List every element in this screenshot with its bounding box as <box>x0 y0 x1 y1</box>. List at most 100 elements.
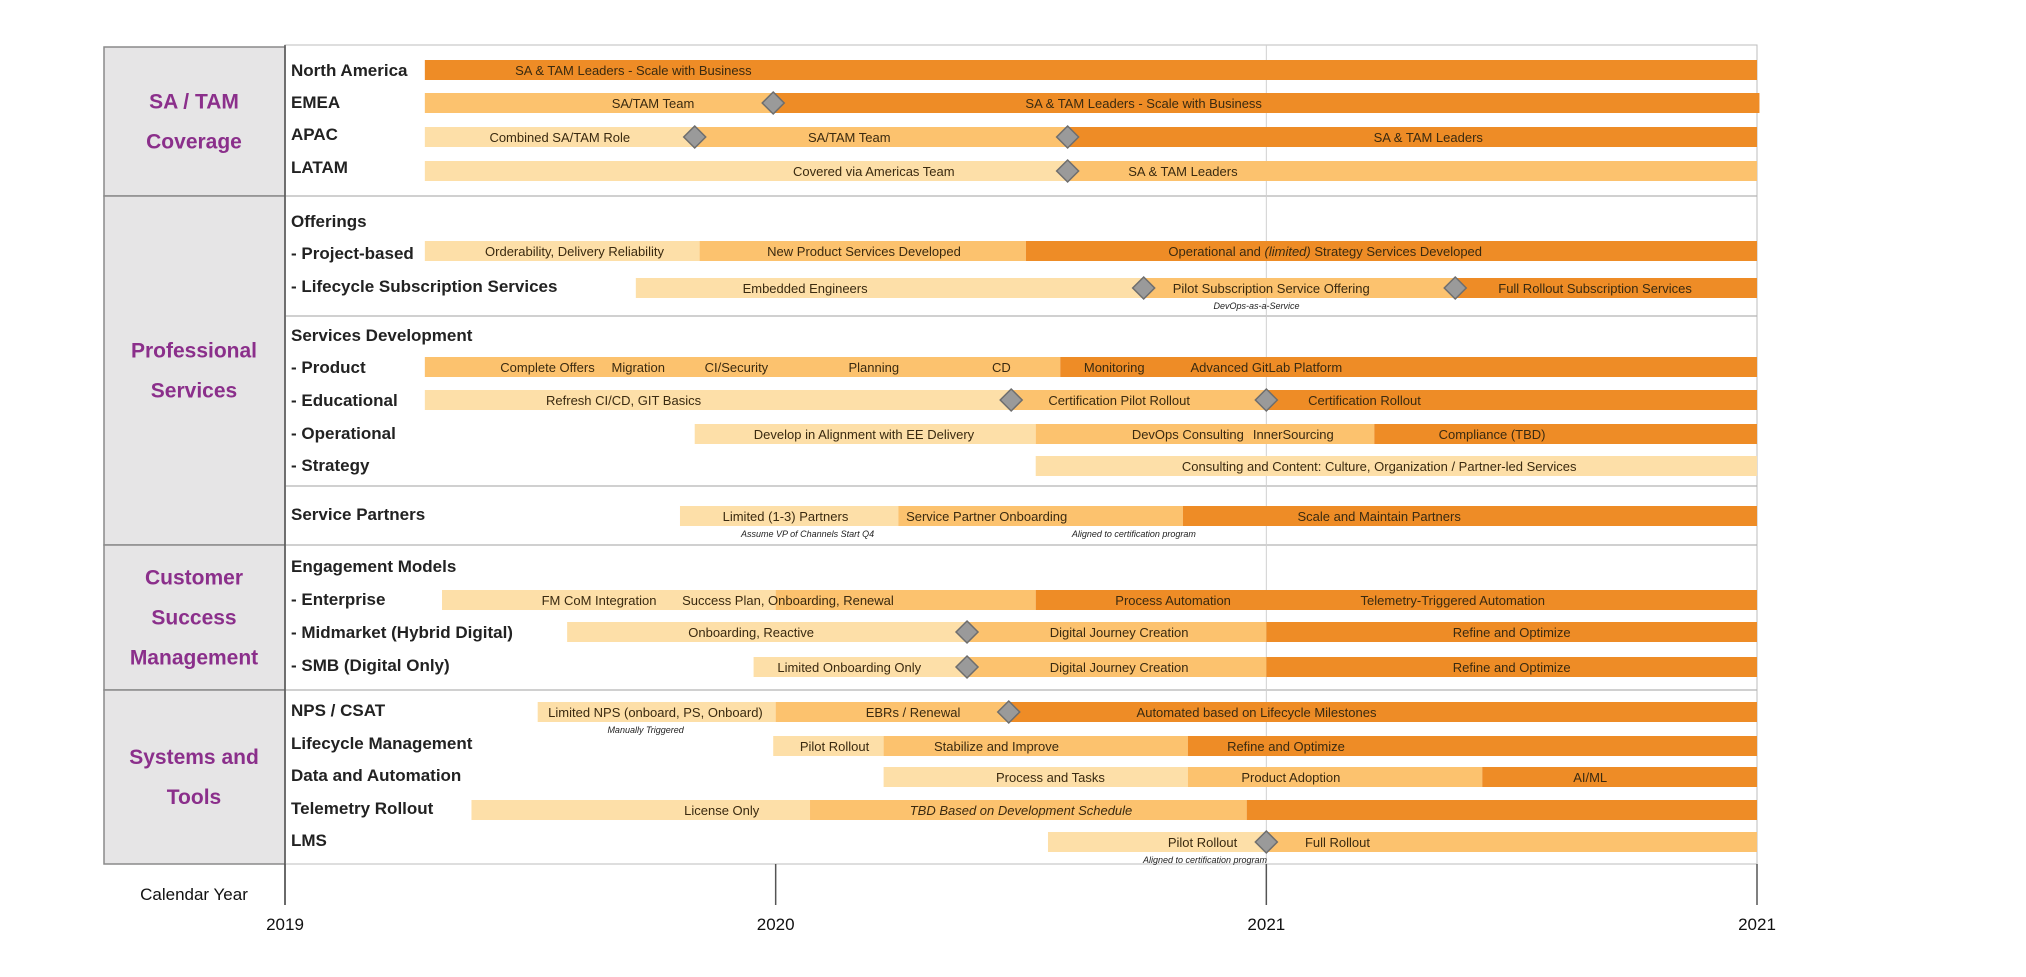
gantt-bar <box>679 506 899 526</box>
gantt-bar <box>1187 767 1483 787</box>
category-label: Systems and <box>129 746 259 769</box>
gantt-bar <box>775 702 1009 722</box>
bar-label: Covered via Americas Team <box>793 164 955 179</box>
bar-label: TBD Based on Development Schedule <box>910 803 1133 818</box>
bar-label: Telemetry-Triggered Automation <box>1361 593 1546 608</box>
bar-label: Limited NPS (onboard, PS, Onboard) <box>548 705 763 720</box>
category-label: SA / TAM <box>149 91 239 114</box>
milestone-diamond <box>682 124 707 150</box>
milestone-diamond <box>954 619 980 645</box>
annotation-note: Aligned to certification program <box>1142 855 1268 865</box>
gantt-bar <box>442 590 776 610</box>
category-cell <box>103 46 286 197</box>
bar-label: Automated based on Lifecycle Milestones <box>1137 705 1377 720</box>
milestone-diamond <box>1131 275 1156 301</box>
bar-label: Develop in Alignment with EE Delivery <box>754 427 975 442</box>
row-label: - Operational <box>291 424 396 443</box>
bar-label: Planning <box>848 360 899 375</box>
milestone-diamond <box>996 699 1021 725</box>
gantt-bar <box>424 93 774 113</box>
bar-label: Service Partner Onboarding <box>906 509 1067 524</box>
row-label: EMEA <box>291 93 340 112</box>
gantt-bar <box>1067 127 1757 147</box>
bar-label: Pilot Subscription Service Offering <box>1173 281 1370 296</box>
bar-label: Monitoring <box>1084 360 1145 375</box>
gantt-bar <box>1374 424 1757 444</box>
bar-label: SA & TAM Leaders - Scale with Business <box>1025 96 1262 111</box>
milestone-diamond <box>1055 124 1080 150</box>
row-label: NPS / CSAT <box>291 701 386 720</box>
bar-label: Onboarding, Reactive <box>688 625 814 640</box>
row-label: - Product <box>291 358 366 377</box>
bar-label: Process Automation <box>1115 593 1231 608</box>
category-cell <box>103 689 286 865</box>
category-label: Management <box>130 647 258 670</box>
gantt-bar <box>424 241 700 261</box>
bar-label: Scale and Maintain Partners <box>1298 509 1462 524</box>
x-tick-label: 2021 <box>1738 915 1776 934</box>
bar-label: Pilot Rollout <box>800 739 870 754</box>
bar-label: InnerSourcing <box>1253 427 1334 442</box>
bar-label: Pilot Rollout <box>1168 835 1238 850</box>
milestone-diamond <box>761 90 786 116</box>
gantt-bar <box>1025 241 1757 261</box>
bar-label: Limited Onboarding Only <box>777 660 921 675</box>
bar-label: Refine and Optimize <box>1453 625 1571 640</box>
category-label: Customer <box>145 567 243 590</box>
gantt-bar <box>1035 590 1757 610</box>
gantt-bar <box>1482 767 1757 787</box>
bar-label: Advanced GitLab Platform <box>1190 360 1342 375</box>
gantt-bar <box>898 506 1183 526</box>
category-cell <box>103 195 286 546</box>
bar-label: SA & TAM Leaders - Scale with Business <box>515 63 752 78</box>
gantt-bar <box>1266 622 1757 642</box>
bar-label: Consulting and Content: Culture, Organiz… <box>1182 459 1577 474</box>
bar-label: License Only <box>684 803 760 818</box>
row-label: - Enterprise <box>291 590 385 609</box>
category-label: Services <box>151 380 237 403</box>
row-label: - SMB (Digital Only) <box>291 656 450 675</box>
category-label: Professional <box>131 340 257 363</box>
row-label: Offerings <box>291 212 367 231</box>
gantt-bar <box>424 60 1758 80</box>
milestone-diamond <box>1055 158 1080 184</box>
row-label: LMS <box>291 831 327 850</box>
gantt-bar <box>424 390 1014 410</box>
row-label: Services Development <box>291 326 473 345</box>
category-label: Tools <box>167 786 221 809</box>
bar-label: Refresh CI/CD, GIT Basics <box>546 393 702 408</box>
x-tick-label: 2021 <box>1247 915 1285 934</box>
category-cell <box>103 544 286 691</box>
milestone-diamond <box>954 654 980 680</box>
gantt-bar <box>471 800 811 820</box>
bar-label: Digital Journey Creation <box>1050 625 1189 640</box>
row-label: - Educational <box>291 391 398 410</box>
bar-label: Success Plan, Onboarding, Renewal <box>682 593 894 608</box>
category-label: Success <box>151 607 236 630</box>
row-label: Telemetry Rollout <box>291 799 434 818</box>
annotation-note: Aligned to certification program <box>1071 529 1197 539</box>
bar-label: Complete Offers <box>500 360 595 375</box>
bar-label: Operational and (limited) Strategy Servi… <box>1168 244 1482 259</box>
bar-label: SA & TAM Leaders <box>1128 164 1238 179</box>
bar-label: Certification Pilot Rollout <box>1048 393 1190 408</box>
gantt-bar <box>1047 832 1267 852</box>
milestone-diamond <box>1254 387 1279 413</box>
gantt-bar <box>773 93 1760 113</box>
gantt-bar <box>1060 357 1757 377</box>
gantt-bar <box>964 657 1267 677</box>
milestone-diamond <box>1254 829 1279 855</box>
gantt-bar <box>1246 800 1757 820</box>
bar-label: New Product Services Developed <box>767 244 961 259</box>
row-label: - Midmarket (Hybrid Digital) <box>291 623 513 642</box>
row-label: - Project-based <box>291 244 414 263</box>
gantt-bar <box>1266 390 1757 410</box>
gantt-bar <box>694 127 1068 147</box>
x-axis-title: Calendar Year <box>140 885 248 904</box>
gantt-bar <box>1013 390 1267 410</box>
bar-label: CD <box>992 360 1011 375</box>
gantt-bar <box>1182 506 1757 526</box>
bar-label: Digital Journey Creation <box>1050 660 1189 675</box>
annotation-note: Assume VP of Channels Start Q4 <box>740 529 874 539</box>
bar-label: SA/TAM Team <box>612 96 695 111</box>
